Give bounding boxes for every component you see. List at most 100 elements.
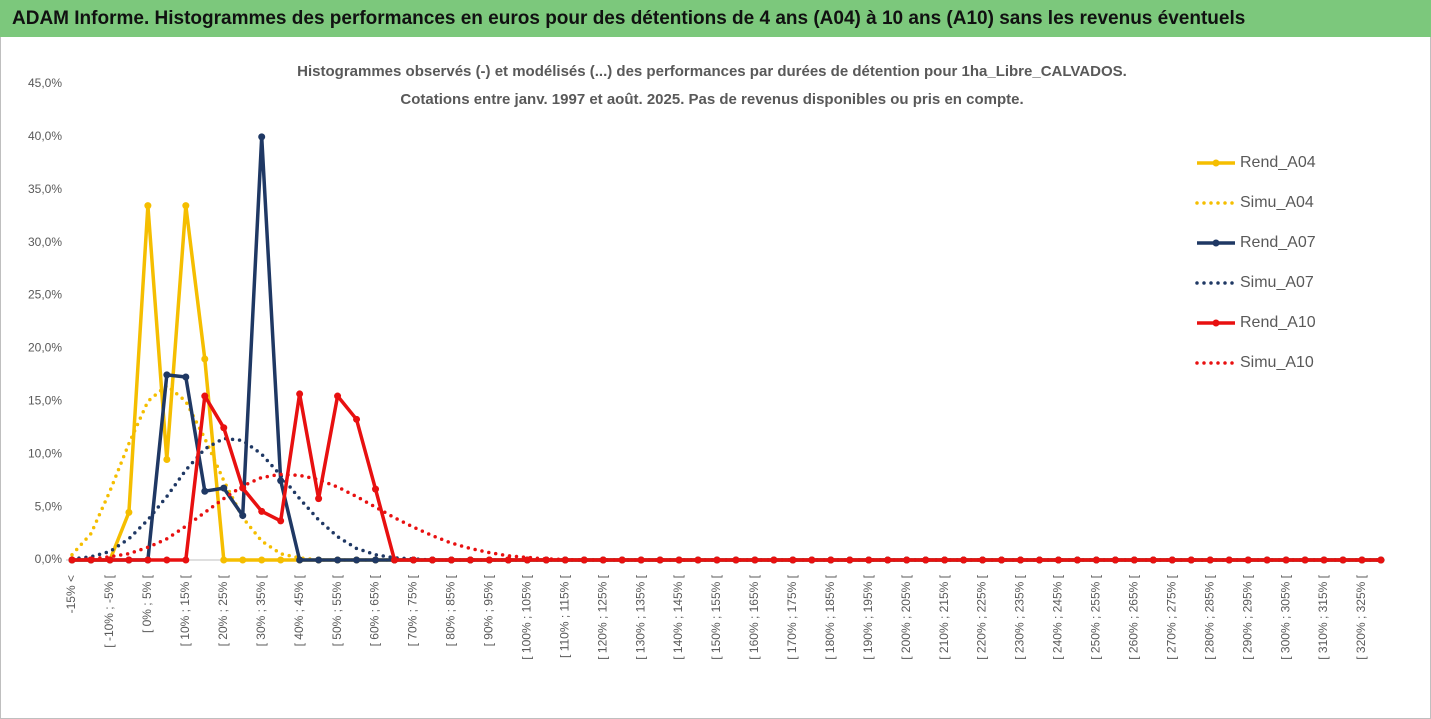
data-point [277,517,285,525]
data-point [504,556,512,564]
x-tick-label: [ 10% ; 15% [ [178,574,192,646]
y-tick-label: 40,0% [28,129,62,143]
data-point [1168,556,1176,564]
data-point [599,556,607,564]
x-tick-label: [ 280% ; 285% [ [1202,574,1216,659]
legend-marker [1212,239,1220,247]
data-point [277,556,285,564]
data-point [239,556,247,564]
x-tick-label: [ 110% ; 115% [ [557,574,571,658]
data-point [1054,556,1062,564]
data-point [296,556,304,564]
y-tick-label: 0,0% [35,552,63,566]
y-tick-label: 5,0% [35,499,63,513]
y-tick-label: 30,0% [28,235,62,249]
legend-label: Rend_A04 [1240,154,1316,171]
data-point [409,556,417,564]
data-point [485,556,493,564]
data-point [979,556,987,564]
chart-title: Histogrammes observés (-) et modélisés (… [297,63,1127,80]
data-point [466,556,474,564]
y-tick-label: 10,0% [28,446,62,460]
y-tick-label: 20,0% [28,341,62,355]
data-point [1301,556,1309,564]
x-tick-label: -15% < [64,575,78,613]
x-tick-label: [ 0% ; 5% [ [140,574,154,633]
data-point [713,556,721,564]
data-point [580,556,588,564]
x-tick-label: [ 160% ; 165% [ [747,574,761,659]
data-point [922,556,930,564]
x-tick-label: [ 80% ; 85% [ [444,574,458,646]
data-point [315,556,323,564]
data-point [1187,556,1195,564]
x-tick-label: [ 140% ; 145% [ [671,574,685,659]
data-point [182,202,190,210]
series-line [70,472,1383,562]
x-tick-label: [ 60% ; 65% [ [368,574,382,646]
data-point [1130,556,1138,564]
data-point [163,371,171,379]
data-point [1244,556,1252,564]
data-point [182,373,190,381]
chart-subtitle: Cotations entre janv. 1997 et août. 2025… [400,91,1023,108]
data-point [277,477,285,485]
x-tick-label: [ 190% ; 195% [ [861,574,875,659]
data-point [201,355,209,363]
data-point [1377,556,1385,564]
legend-label: Rend_A10 [1240,314,1316,331]
data-point [144,556,152,564]
data-point [428,556,436,564]
x-tick-label: [ 180% ; 185% [ [823,574,837,659]
data-point [372,556,380,564]
data-point [865,556,873,564]
data-point [201,392,209,400]
x-tick-label: [ 320% ; 325% [ [1354,574,1368,659]
data-point [656,556,664,564]
x-tick-label: [ 270% ; 275% [ [1164,574,1178,659]
data-point [239,512,247,520]
data-point [789,556,797,564]
data-point [296,390,304,398]
x-tick-label: [ 300% ; 305% [ [1278,574,1292,659]
header-title: ADAM Informe. Histogrammes des performan… [12,8,1245,29]
data-point [1320,556,1328,564]
y-tick-label: 15,0% [28,394,62,408]
x-tick-label: [ 310% ; 315% [ [1316,574,1330,659]
legend-label: Simu_A10 [1240,354,1314,371]
x-tick-label: [ 20% ; 25% [ [216,574,230,646]
header-bar [0,0,1431,37]
x-tick-label: [ 220% ; 225% [ [975,574,989,659]
y-tick-label: 45,0% [28,76,62,90]
y-tick-label: 35,0% [28,182,62,196]
x-tick-label: [ 200% ; 205% [ [899,574,913,659]
data-point [220,424,228,432]
x-tick-label: [ 50% ; 55% [ [330,574,344,646]
x-tick-label: [ 240% ; 245% [ [1051,574,1065,659]
data-point [334,556,342,564]
data-point [334,392,342,400]
data-point [353,556,361,564]
data-point [390,556,398,564]
data-point [144,202,152,210]
x-tick-label: [ 210% ; 215% [ [937,574,951,659]
legend-marker [1212,319,1220,327]
x-tick-label: [ 250% ; 255% [ [1089,574,1103,659]
legend-label: Rend_A07 [1240,234,1316,251]
data-point [846,556,854,564]
x-tick-label: [ 40% ; 45% [ [292,574,306,646]
x-tick-label: [ 230% ; 235% [ [1013,574,1027,659]
data-point [163,556,171,564]
x-tick-label: [ 260% ; 265% [ [1126,574,1140,659]
data-point [1111,556,1119,564]
legend-marker [1212,159,1220,167]
data-point [220,484,228,492]
x-tick-label: [ 150% ; 155% [ [709,574,723,659]
data-point [732,556,740,564]
data-point [258,507,266,515]
data-point [447,556,455,564]
x-tick-label: [ 30% ; 35% [ [254,574,268,646]
